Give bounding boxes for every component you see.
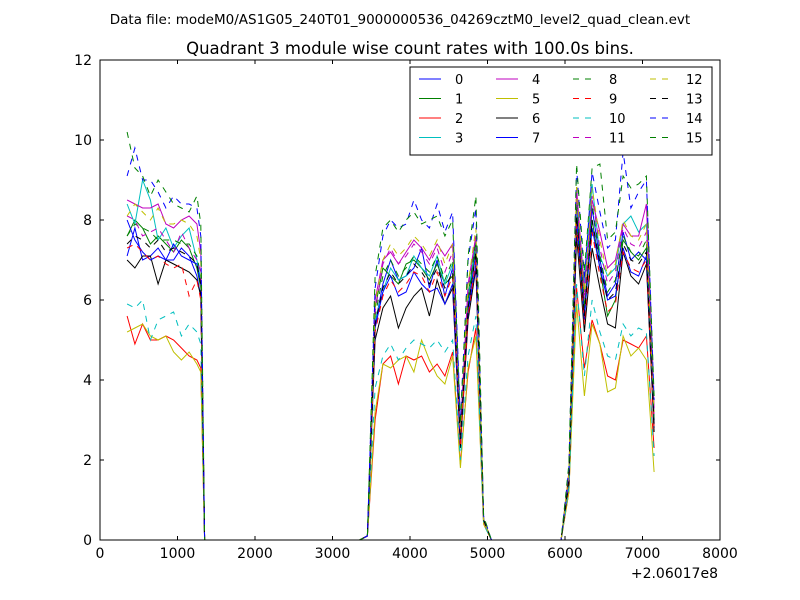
- y-tick-label: 6: [83, 293, 92, 309]
- legend-label-5: 5: [532, 93, 540, 108]
- legend-label-0: 0: [455, 73, 463, 88]
- x-tick-label: 4000: [392, 546, 428, 562]
- y-tick-label: 4: [83, 373, 92, 389]
- y-tick-label: 2: [83, 453, 92, 469]
- x-offset-label: +2.06017e8: [631, 566, 718, 582]
- legend-label-12: 12: [686, 73, 703, 88]
- x-tick-label: 0: [96, 546, 105, 562]
- legend-label-7: 7: [532, 132, 540, 147]
- chart-title: Quadrant 3 module wise count rates with …: [186, 39, 634, 58]
- legend-label-11: 11: [609, 132, 626, 147]
- x-tick-label: 7000: [625, 546, 661, 562]
- legend-label-1: 1: [455, 93, 463, 108]
- legend-label-6: 6: [532, 112, 540, 127]
- x-tick-label: 2000: [237, 546, 273, 562]
- x-tick-label: 8000: [702, 546, 738, 562]
- x-tick-label: 6000: [547, 546, 583, 562]
- y-tick-label: 10: [74, 133, 92, 149]
- legend-label-9: 9: [609, 93, 617, 108]
- x-tick-label: 1000: [160, 546, 196, 562]
- legend-label-14: 14: [686, 112, 703, 127]
- legend-label-13: 13: [686, 93, 703, 108]
- x-tick-label: 5000: [470, 546, 506, 562]
- legend-label-3: 3: [455, 132, 463, 147]
- legend-label-8: 8: [609, 73, 617, 88]
- y-tick-label: 8: [83, 213, 92, 229]
- legend-label-10: 10: [609, 112, 626, 127]
- plot-border: [99, 59, 721, 541]
- x-tick-labels: 0 1000 2000 3000 4000 5000 6000 7000 8000: [96, 546, 738, 562]
- legend-label-15: 15: [686, 132, 703, 147]
- y-tick-label: 0: [83, 533, 92, 549]
- series-line-15: [126, 131, 655, 541]
- legend-label-2: 2: [455, 112, 463, 127]
- legend-box: [409, 66, 713, 156]
- y-tick-label: 12: [74, 53, 92, 69]
- y-tick-labels: 0 2 4 6 8 10 12: [74, 53, 92, 549]
- legend-label-4: 4: [532, 73, 540, 88]
- data-file-suptitle: Data file: modeM0/AS1G05_240T01_90000005…: [110, 12, 690, 28]
- x-tick-label: 3000: [315, 546, 351, 562]
